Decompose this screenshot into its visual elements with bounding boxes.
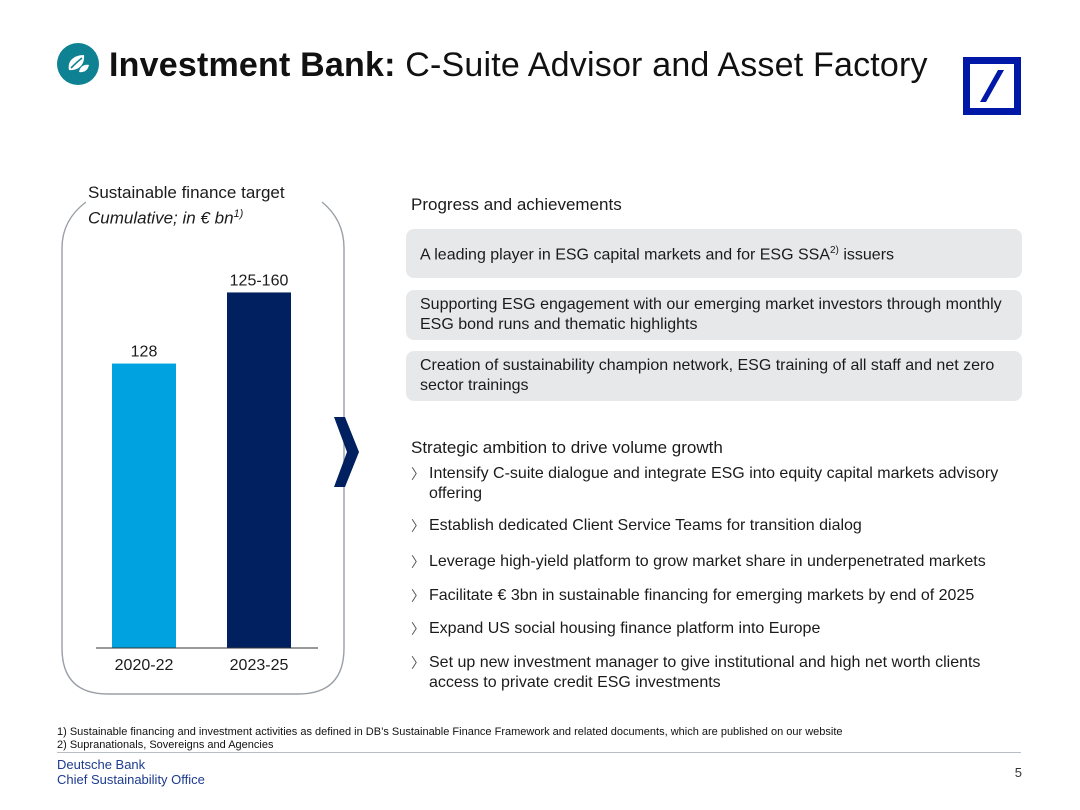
- bar-chart: 128 2020-22 125-160 2023-25: [96, 272, 318, 674]
- x-tick-label: 2020-22: [115, 657, 174, 674]
- ambition-item-text: Establish dedicated Client Service Teams…: [429, 517, 862, 534]
- progress-item-text-after: issuers: [838, 246, 895, 264]
- bullet-chevron-icon: 〉: [411, 554, 425, 570]
- bullet-chevron-icon: 〉: [411, 655, 425, 671]
- leaf-icon: [57, 43, 99, 85]
- bar-data-label: 125-160: [230, 272, 289, 289]
- ambition-item-text: Expand US social housing finance platfor…: [429, 620, 821, 637]
- progress-item: Creation of sustainability champion netw…: [406, 351, 1022, 401]
- ambition-item-text: Intensify C-suite dialogue and integrate…: [429, 465, 999, 502]
- bullet-chevron-icon: 〉: [411, 466, 425, 482]
- progress-item-text: Creation of sustainability champion netw…: [420, 357, 995, 394]
- ambition-heading: Strategic ambition to drive volume growt…: [411, 438, 723, 457]
- bar-data-label: 128: [131, 344, 158, 361]
- footnote-1: 1) Sustainable financing and investment …: [57, 726, 843, 738]
- progress-item-footnote-ref: 2): [829, 245, 839, 257]
- bullet-chevron-icon: 〉: [411, 588, 425, 604]
- bullet-chevron-icon: 〉: [411, 518, 425, 534]
- bar-2020-22: [112, 363, 176, 648]
- ambition-item-text: Leverage high-yield platform to grow mar…: [429, 553, 986, 570]
- page-number: 5: [1014, 765, 1022, 780]
- progress-item-text: Supporting ESG engagement with our emerg…: [420, 296, 1002, 333]
- chevron-right-icon: [334, 417, 359, 487]
- ambition-item-text: Set up new investment manager to give in…: [429, 654, 981, 691]
- chart-subtitle-text: Cumulative; in € bn: [88, 208, 234, 228]
- progress-item: Supporting ESG engagement with our emerg…: [406, 290, 1022, 340]
- ambition-list-item: 〉 Facilitate € 3bn in sustainable financi…: [411, 586, 1031, 606]
- chart-subtitle: Cumulative; in € bn1): [86, 204, 246, 229]
- x-tick-label: 2023-25: [230, 657, 289, 674]
- progress-item-text: A leading player in ESG capital markets …: [420, 246, 830, 264]
- footer-divider: [57, 752, 1021, 753]
- chart-title: Sustainable finance target: [86, 183, 287, 203]
- ambition-list-item: 〉 Leverage high-yield platform to grow ma…: [411, 552, 1031, 572]
- page-title-bold: Investment Bank:: [109, 46, 396, 84]
- bar-2023-25: [227, 292, 291, 648]
- progress-item: A leading player in ESG capital markets …: [406, 229, 1022, 278]
- deutsche-bank-logo: [963, 57, 1021, 115]
- page-title-rest: C-Suite Advisor and Asset Factory: [395, 46, 928, 84]
- chart-subtitle-footnote-ref: 1): [233, 208, 244, 220]
- chart-panel-frame: [61, 201, 345, 695]
- page-title: Investment Bank: C-Suite Advisor and Ass…: [109, 44, 928, 86]
- ambition-list-item: 〉 Set up new investment manager to give i…: [411, 653, 1031, 693]
- bullet-chevron-icon: 〉: [411, 621, 425, 637]
- footer-department: Chief Sustainability Office: [57, 772, 205, 787]
- ambition-item-text: Facilitate € 3bn in sustainable financin…: [429, 587, 975, 604]
- footnote-2: 2) Supranationals, Sovereigns and Agenci…: [57, 739, 274, 751]
- ambition-list-item: 〉 Intensify C-suite dialogue and integrat…: [411, 464, 1031, 504]
- progress-heading: Progress and achievements: [411, 195, 622, 214]
- ambition-list-item: 〉 Expand US social housing finance platfo…: [411, 619, 1031, 639]
- ambition-list-item: 〉 Establish dedicated Client Service Team…: [411, 516, 1031, 536]
- footer-brand-name: Deutsche Bank: [57, 757, 146, 772]
